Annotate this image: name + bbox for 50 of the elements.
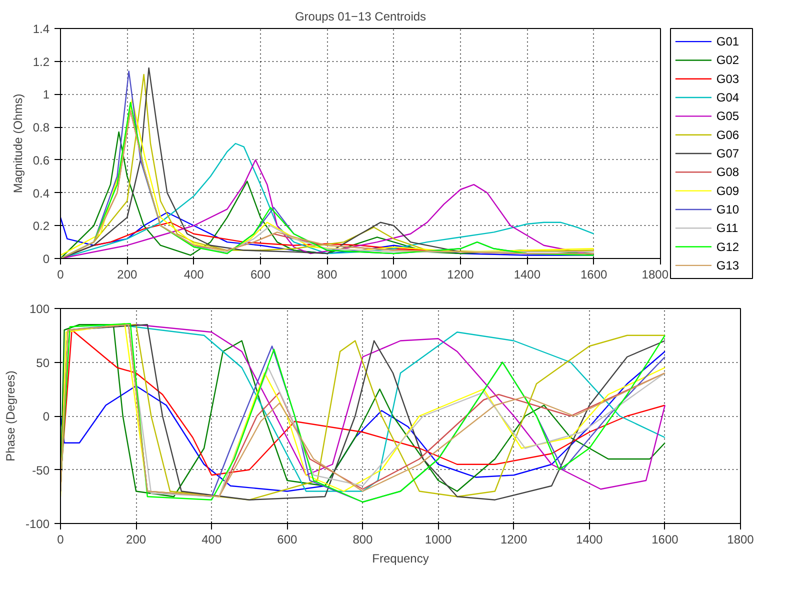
legend-label: G09 bbox=[716, 184, 740, 198]
x-tick-label: 0 bbox=[57, 268, 64, 282]
y-tick-label: -100 bbox=[25, 517, 50, 531]
legend-label: G03 bbox=[716, 72, 740, 86]
legend-label: G01 bbox=[716, 34, 740, 49]
legend-label: G12 bbox=[716, 240, 740, 254]
x-tick-label: 1200 bbox=[500, 532, 528, 546]
y-tick-label: 0.2 bbox=[32, 219, 50, 234]
y-tick-label: 100 bbox=[29, 302, 50, 316]
x-tick-label: 400 bbox=[202, 532, 222, 546]
y-tick-label: 0 bbox=[42, 252, 50, 266]
x-tick-label: 800 bbox=[317, 268, 338, 282]
legend-label: G13 bbox=[716, 258, 740, 272]
y-axis-title: Phase (Degrees) bbox=[3, 370, 18, 462]
x-tick-label: 800 bbox=[352, 532, 374, 546]
legend-label: G08 bbox=[716, 165, 740, 180]
x-tick-label: 200 bbox=[126, 532, 146, 546]
y-tick-label: -50 bbox=[32, 463, 50, 478]
legend-label: G11 bbox=[716, 221, 739, 236]
legend-label: G02 bbox=[716, 53, 740, 68]
legend-label: G04 bbox=[716, 90, 740, 105]
legend-label: G05 bbox=[716, 109, 740, 124]
chart-title: Groups 01−13 Centroids bbox=[294, 10, 426, 24]
x-tick-label: 1200 bbox=[447, 268, 474, 282]
legend-label: G10 bbox=[716, 202, 740, 216]
legend-label: G06 bbox=[716, 128, 740, 142]
y-tick-label: 1.4 bbox=[32, 22, 50, 36]
x-tick-label: 200 bbox=[117, 268, 138, 282]
y-tick-label: 1.2 bbox=[32, 54, 50, 69]
x-tick-label: 1800 bbox=[642, 268, 669, 282]
x-tick-label: 1800 bbox=[727, 532, 754, 546]
y-tick-label: 0.8 bbox=[32, 120, 50, 135]
y-tick-label: 1 bbox=[42, 88, 50, 102]
x-tick-label: 1400 bbox=[514, 268, 541, 282]
y-tick-label: 0.6 bbox=[32, 153, 50, 168]
y-tick-label: 0.4 bbox=[32, 186, 50, 200]
legend-label: G07 bbox=[716, 146, 740, 160]
x-tick-label: 1000 bbox=[380, 268, 408, 282]
x-tick-label: 400 bbox=[184, 268, 204, 282]
x-tick-label: 1000 bbox=[424, 532, 452, 546]
x-tick-label: 600 bbox=[250, 268, 271, 282]
x-tick-label: 600 bbox=[277, 532, 298, 546]
x-tick-label: 1400 bbox=[576, 532, 604, 546]
x-axis-title: Frequency bbox=[372, 552, 429, 566]
y-tick-label: 50 bbox=[36, 356, 50, 370]
x-tick-label: 0 bbox=[57, 532, 64, 546]
x-tick-label: 1600 bbox=[580, 268, 608, 282]
x-tick-label: 1600 bbox=[652, 532, 679, 546]
y-axis-title: Magnitude (Ohms) bbox=[10, 94, 25, 194]
y-tick-label: 0 bbox=[42, 410, 50, 424]
